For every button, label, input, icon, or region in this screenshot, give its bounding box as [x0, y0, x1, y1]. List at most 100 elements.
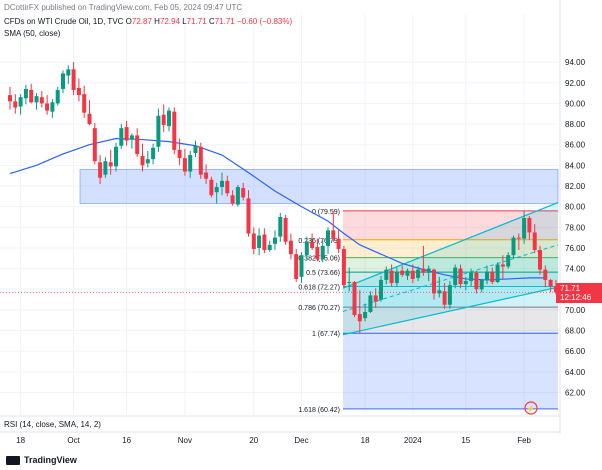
candle-body: [172, 111, 177, 150]
candle-body: [288, 240, 293, 255]
candle-body: [474, 272, 479, 290]
candle-body: [437, 290, 442, 294]
tradingview-logo-icon: [6, 456, 20, 466]
ohlc-h-label: H: [154, 17, 160, 26]
symbol-line: CFDs on WTI Crude Oil, 1D, TVC O72.87 H7…: [4, 17, 292, 26]
fib-level-label: 1.618 (60.42): [298, 407, 340, 414]
candle-body: [326, 230, 330, 246]
candle-body: [82, 94, 87, 113]
candle-body: [145, 159, 150, 164]
y-tick-label: 86.00: [565, 141, 586, 150]
fib-level-label: 0.618 (72.27): [298, 284, 340, 291]
candle-body: [220, 180, 224, 188]
ohlc-low: 71.71: [186, 17, 207, 26]
candle-body: [379, 279, 383, 300]
y-tick-label: 92.00: [565, 79, 586, 88]
candle-body: [532, 232, 537, 251]
candle-body: [34, 96, 39, 103]
y-tick-label: 64.00: [565, 368, 586, 377]
candle-body: [294, 254, 299, 279]
fib-band: [343, 333, 558, 408]
candle-body: [347, 282, 352, 284]
candle-body: [310, 241, 315, 248]
y-tick-label: 66.00: [565, 347, 586, 356]
x-tick-label: 18: [16, 436, 25, 445]
zone-box: [79, 168, 559, 205]
candle-body: [453, 267, 458, 286]
candle-body: [273, 237, 277, 244]
candle-body: [29, 89, 34, 103]
candle-body: [129, 135, 134, 140]
candle-body: [384, 269, 389, 280]
candle-body: [23, 88, 28, 99]
candle-body: [76, 87, 81, 96]
candle-body: [167, 110, 171, 127]
candle-body: [516, 237, 521, 239]
sma-indicator-label[interactable]: SMA (50, close): [4, 29, 61, 38]
candle-body: [225, 180, 230, 194]
candle-body: [267, 244, 272, 251]
candle-body: [389, 270, 394, 284]
candle-body: [336, 238, 341, 249]
candle-body: [71, 69, 76, 90]
x-tick-label: 16: [122, 436, 131, 445]
candle-body: [257, 235, 262, 248]
candle-body: [320, 245, 325, 260]
y-tick-label: 80.00: [565, 203, 586, 212]
candle-body: [251, 233, 256, 249]
candle-body: [485, 271, 489, 280]
candle-body: [447, 285, 452, 305]
candle-body: [156, 115, 161, 147]
candle-body: [400, 270, 405, 275]
ohlc-c-label: C: [208, 17, 215, 26]
candle-body: [108, 162, 113, 167]
candle-body: [66, 69, 71, 76]
candle-body: [357, 314, 362, 322]
candle-body: [214, 187, 219, 193]
y-tick-label: 88.00: [565, 120, 586, 129]
candle-body: [341, 248, 346, 286]
candle-body: [204, 172, 209, 179]
candle-body: [304, 241, 309, 256]
candle-body: [262, 234, 267, 251]
candle-body: [182, 158, 187, 172]
ohlc-o-label: O: [125, 17, 132, 26]
candle-body: [230, 195, 235, 204]
x-tick-label: 18: [361, 436, 370, 445]
y-tick-label: 84.00: [565, 161, 586, 170]
candle-body: [394, 271, 399, 284]
symbol-title: CFDs on WTI Crude Oil, 1D, TVC: [4, 17, 124, 26]
ohlc-change: −0.60 (−0.83%): [236, 17, 293, 26]
alert-icon-glyph: ⚡: [527, 404, 536, 413]
candle-body: [458, 268, 463, 285]
y-tick-label: 62.00: [565, 389, 586, 398]
candle-body: [331, 230, 336, 239]
candle-body: [363, 311, 368, 319]
last-price-tag: 71.71 12:12:46: [556, 283, 602, 303]
tradingview-logo[interactable]: TradingView: [6, 455, 77, 466]
alert-icon: [524, 401, 538, 415]
candle-body: [39, 97, 44, 104]
candle-body: [119, 128, 124, 146]
candle-body: [511, 237, 516, 256]
candle-body: [490, 271, 495, 283]
y-tick-label: 82.00: [565, 182, 586, 191]
candle-body: [426, 268, 431, 273]
candle-body: [548, 279, 553, 287]
candle-body: [538, 250, 542, 270]
candle-body: [193, 145, 198, 153]
candle-body: [246, 198, 251, 234]
rsi-indicator-label[interactable]: RSI (14, close, SMA, 14, 2): [4, 420, 101, 429]
candle-body: [135, 135, 140, 154]
candle-body: [463, 280, 468, 285]
candle-body: [522, 218, 527, 239]
candle-body: [527, 218, 532, 233]
candle-body: [18, 97, 23, 107]
channel-lower-line: [342, 286, 559, 336]
candle-body: [299, 255, 304, 277]
candle-body: [124, 127, 129, 141]
x-tick-label: Nov: [178, 436, 192, 445]
candle-body: [8, 95, 12, 102]
y-tick-label: 94.00: [565, 58, 586, 67]
